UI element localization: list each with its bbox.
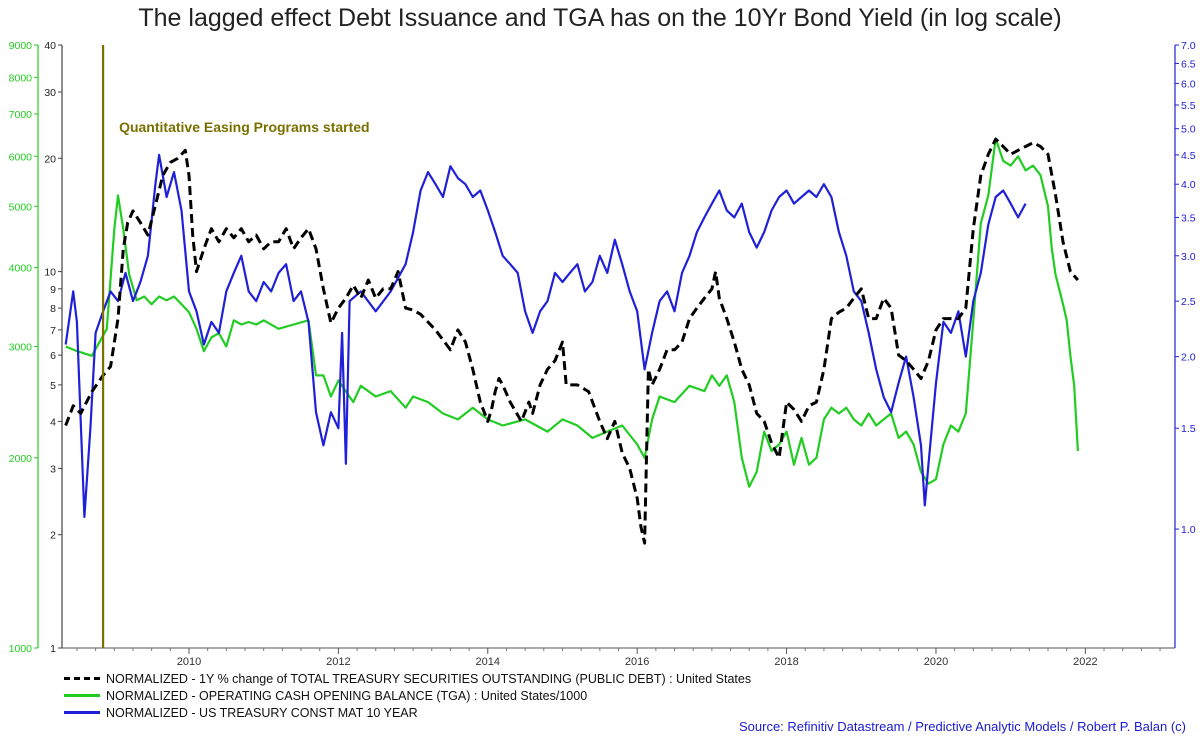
debt-tick-label: 1	[50, 643, 56, 655]
yield-tick-label: 5.5	[1181, 100, 1196, 112]
x-tick-label: 2020	[924, 656, 948, 668]
source-note: Source: Refinitiv Datastream / Predictiv…	[738, 719, 1186, 734]
legend-item-debt: NORMALIZED - 1Y % change of TOTAL TREASU…	[64, 670, 751, 687]
tga-tick-label: 1000	[9, 643, 33, 655]
tga-tick-label: 7000	[9, 109, 33, 121]
debt-tick-label: 40	[44, 40, 56, 52]
debt-tick-label: 3	[50, 463, 56, 475]
legend-item-yield: NORMALIZED - US TREASURY CONST MAT 10 YE…	[64, 704, 751, 721]
legend-label-debt: NORMALIZED - 1Y % change of TOTAL TREASU…	[106, 671, 752, 686]
yield-tick-label: 5.0	[1181, 124, 1196, 136]
axes-layer: 2010 2012 2014 2016 2018 2020 2022100020003000…	[9, 40, 1196, 668]
yield-tick-label: 3.0	[1181, 251, 1196, 263]
debt-series-line	[64, 137, 1080, 545]
debt-tick-label: 10	[44, 267, 56, 279]
yield-tick-label: 4.0	[1181, 179, 1196, 191]
debt-tick-label: 8	[50, 303, 56, 315]
debt-tick-label: 9	[50, 284, 56, 296]
tga-tick-label: 9000	[9, 40, 33, 52]
x-tick-label: 2018	[774, 656, 798, 668]
yield-tick-label: 2.0	[1181, 352, 1196, 364]
tga-tick-label: 6000	[9, 151, 33, 163]
debt-tick-label: 7	[50, 325, 56, 337]
yield-tick-label: 2.5	[1181, 296, 1196, 308]
legend-item-tga: NORMALIZED - OPERATING CASH OPENING BALA…	[64, 687, 751, 704]
yield-tick-label: 7.0	[1181, 40, 1196, 52]
legend-swatch-yield	[64, 711, 100, 714]
qe-annotation-label: Quantitative Easing Programs started	[119, 119, 370, 135]
debt-tick-label: 4	[50, 416, 56, 428]
legend-swatch-tga	[64, 694, 100, 697]
tga-tick-label: 3000	[9, 342, 33, 354]
debt-tick-label: 30	[44, 87, 56, 99]
legend-label-yield: NORMALIZED - US TREASURY CONST MAT 10 YE…	[106, 705, 418, 720]
x-tick-label: 2014	[476, 656, 500, 668]
yield-tick-label: 6.5	[1181, 58, 1196, 70]
debt-tick-label: 2	[50, 530, 56, 542]
yield-tick-label: 3.5	[1181, 212, 1196, 224]
x-tick-label: 2010	[177, 656, 201, 668]
tga-tick-label: 5000	[9, 201, 33, 213]
tga-tick-label: 4000	[9, 263, 33, 275]
yield-tick-label: 1.5	[1181, 423, 1196, 435]
tga-tick-label: 8000	[9, 72, 33, 84]
x-tick-label: 2022	[1073, 656, 1097, 668]
legend: NORMALIZED - 1Y % change of TOTAL TREASU…	[64, 670, 751, 721]
legend-label-tga: NORMALIZED - OPERATING CASH OPENING BALA…	[106, 688, 588, 703]
series-layer	[64, 137, 1080, 545]
debt-tick-label: 6	[50, 350, 56, 362]
tga-tick-label: 2000	[9, 453, 33, 465]
legend-swatch-debt	[64, 677, 100, 680]
chart-title: The lagged effect Debt Issuance and TGA …	[138, 4, 1062, 32]
annotation-layer: Quantitative Easing Programs started	[101, 45, 370, 648]
yield-tick-label: 4.5	[1181, 150, 1196, 162]
debt-tick-label: 5	[50, 380, 56, 392]
x-tick-label: 2016	[625, 656, 649, 668]
debt-tick-label: 20	[44, 153, 56, 165]
yield-series-line	[64, 153, 1027, 518]
tga-series-line	[65, 137, 1079, 488]
yield-tick-label: 6.0	[1181, 78, 1196, 90]
yield-tick-label: 1.0	[1181, 524, 1196, 536]
x-tick-label: 2012	[326, 656, 350, 668]
